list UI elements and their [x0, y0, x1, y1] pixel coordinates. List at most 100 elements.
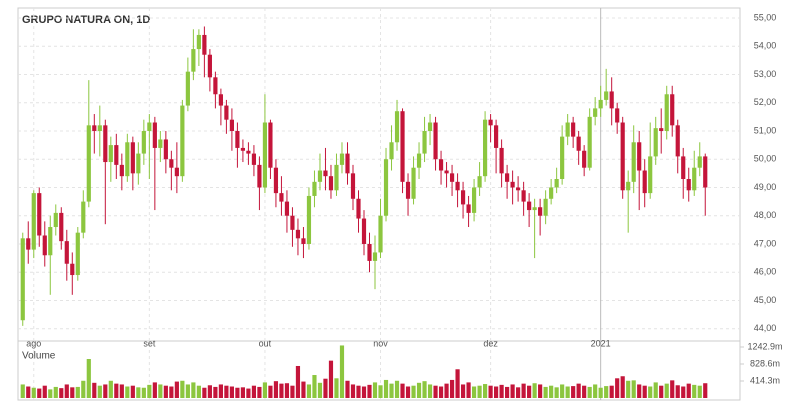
volume-bar [675, 385, 680, 398]
volume-bar [180, 380, 185, 398]
candle-body [262, 122, 268, 188]
volume-bar [108, 380, 113, 398]
candle-body [389, 142, 394, 160]
volume-bar [163, 385, 168, 398]
candle-body [505, 173, 510, 182]
candle-body [92, 125, 97, 131]
y-tick-label: 51,00 [754, 125, 777, 135]
volume-bar [642, 385, 647, 398]
candle-body [31, 193, 36, 250]
candle-body [400, 111, 405, 182]
candle-body [273, 167, 279, 194]
candle-body [251, 153, 257, 165]
volume-bar [367, 384, 372, 398]
candle-body [284, 201, 290, 216]
candle-body [202, 34, 207, 55]
volume-bar [593, 384, 598, 398]
volume-bar [378, 385, 383, 398]
candle-body [59, 212, 64, 242]
volume-bar [582, 385, 587, 398]
candle-body [416, 153, 422, 168]
candle-body [576, 136, 581, 151]
candle-body [471, 187, 477, 213]
candle-body [290, 215, 295, 230]
candle-body [317, 170, 323, 182]
volume-bar [339, 345, 345, 398]
volume-bar [471, 386, 477, 398]
volume-bar [229, 386, 234, 398]
candle-body [301, 238, 306, 244]
candle-body [356, 198, 361, 219]
volume-bar [235, 387, 240, 398]
volume-bar [356, 385, 361, 398]
y-tick-label: 50,00 [754, 154, 777, 164]
candle-body [664, 94, 669, 131]
candle-body [163, 139, 168, 160]
volume-bar [416, 382, 422, 398]
candle-body [516, 187, 521, 191]
candle-body [152, 122, 157, 148]
candle-body [180, 105, 185, 177]
candle-body [130, 142, 135, 174]
candle-body [235, 130, 240, 148]
volume-bar [604, 386, 609, 398]
candle-body [543, 198, 548, 216]
candle-body [631, 142, 636, 182]
candle-body [213, 77, 218, 95]
y-tick-label: 46,00 [754, 267, 777, 277]
candle-body [565, 122, 570, 137]
candle-body [383, 159, 389, 216]
candle-body [477, 176, 482, 188]
volume-bar [158, 384, 163, 398]
candle-body [361, 218, 367, 244]
volume-bar [257, 386, 262, 398]
volume-bar [433, 385, 438, 398]
y-tick-label: 45,00 [754, 295, 777, 305]
volume-bar [147, 384, 152, 398]
candle-body [97, 125, 102, 131]
volume-bar [53, 386, 58, 398]
x-tick-label: set [143, 338, 156, 348]
volume-bar [692, 384, 697, 398]
volume-bar [31, 387, 36, 398]
y2-tick-label: 1242.9m [747, 341, 782, 351]
x-tick-label: dez [483, 338, 498, 348]
candle-body [323, 170, 328, 177]
candle-body [593, 108, 598, 117]
candle-body [108, 145, 113, 163]
volume-bar [383, 379, 389, 398]
candle-body [659, 128, 664, 131]
candle-body [48, 227, 53, 256]
candle-body [394, 111, 400, 143]
candle-body [411, 167, 416, 199]
candle-body [686, 179, 691, 191]
volume-bar [81, 380, 86, 398]
candle-body [20, 238, 25, 321]
volume-bar [312, 375, 317, 398]
volume-bar [345, 380, 350, 398]
candle-body [339, 153, 345, 165]
candle-body [70, 263, 75, 276]
candle-body [334, 164, 339, 191]
volume-bar [251, 385, 257, 398]
candle-body [604, 91, 609, 100]
chart-title: GRUPO NATURA ON, 1D [22, 14, 150, 26]
candle-body [494, 125, 499, 148]
candle-body [26, 238, 31, 250]
volume-bar [521, 383, 526, 398]
volume-bar [136, 387, 141, 398]
volume-bar [317, 382, 323, 398]
volume-bar [361, 386, 367, 398]
volume-bar [119, 384, 124, 398]
candle-body [527, 201, 532, 211]
candle-body [653, 128, 658, 157]
candle-body [345, 153, 350, 174]
volume-bar [224, 385, 229, 398]
candle-body [191, 49, 196, 72]
volume-bar [20, 384, 25, 398]
candle-body [615, 108, 620, 123]
x-tick-label: nov [373, 338, 388, 348]
candle-body [224, 105, 229, 120]
volume-bar [64, 384, 69, 398]
candle-body [510, 181, 515, 188]
